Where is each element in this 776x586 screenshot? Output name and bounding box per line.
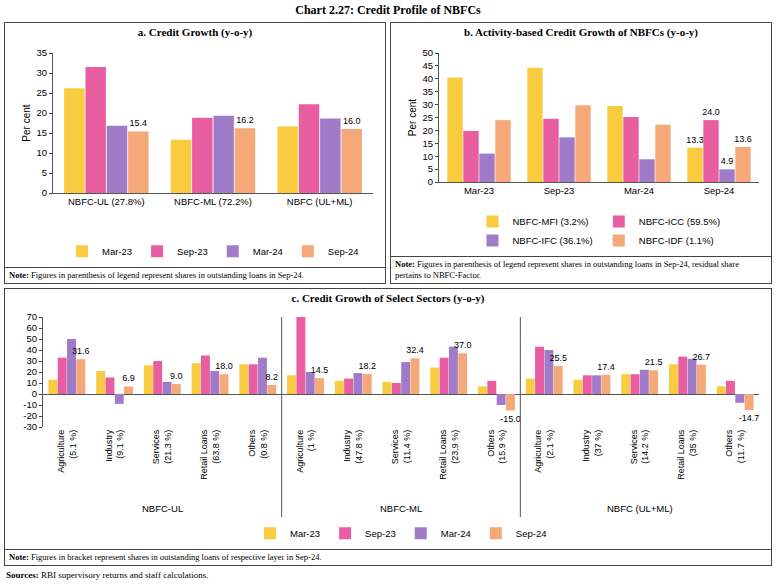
svg-text:NBFC-IFC (36.1%): NBFC-IFC (36.1%) [513, 235, 593, 246]
svg-text:0: 0 [42, 187, 47, 198]
svg-text:15.4: 15.4 [130, 118, 148, 128]
svg-text:0: 0 [428, 176, 433, 187]
svg-text:10: 10 [37, 147, 48, 158]
svg-text:15: 15 [37, 127, 48, 138]
svg-text:50: 50 [27, 333, 38, 344]
svg-text:25: 25 [37, 87, 48, 98]
svg-text:Sep-23: Sep-23 [177, 246, 208, 257]
svg-text:Industry(47.8 %): Industry(47.8 %) [342, 429, 364, 464]
svg-text:Sep-24: Sep-24 [328, 246, 359, 257]
svg-text:26.7: 26.7 [693, 352, 711, 362]
svg-text:Agriculture(5.1 %): Agriculture(5.1 %) [56, 430, 78, 473]
svg-text:21.5: 21.5 [645, 357, 663, 367]
html-text:a. Credit Growth (y-o-y): a. Credit Growth (y-o-y) [137, 26, 253, 38]
svg-text:Services(21.3 %): Services(21.3 %) [151, 429, 173, 464]
html-text:b. Activity-based Credit Growt: b. Activity-based Credit Growth of NBFCs… [464, 26, 698, 38]
svg-text:40: 40 [27, 344, 38, 355]
svg-text:Retail Loans(23.9 %): Retail Loans(23.9 %) [438, 429, 460, 480]
svg-text:6.9: 6.9 [122, 373, 135, 383]
svg-text:Retail Loans(63.8 %): Retail Loans(63.8 %) [199, 429, 221, 480]
svg-text:Sep-24: Sep-24 [516, 528, 547, 539]
svg-text:Agriculture(1 %): Agriculture(1 %) [295, 430, 317, 473]
svg-text:Mar-24: Mar-24 [624, 185, 654, 196]
svg-text:25: 25 [423, 112, 434, 123]
svg-text:Others(0.8 %): Others(0.8 %) [247, 429, 269, 459]
svg-text:45: 45 [423, 60, 434, 71]
svg-text:60: 60 [27, 322, 38, 333]
svg-text:10: 10 [27, 377, 38, 388]
svg-text:NBFC (UL+ML): NBFC (UL+ML) [287, 196, 353, 207]
svg-text:32.4: 32.4 [406, 345, 424, 355]
svg-text:NBFC-MFI (3.2%): NBFC-MFI (3.2%) [513, 216, 589, 227]
html-text:Note: Figures in parenthesis o: Note: Figures in parenthesis of legend r… [395, 259, 739, 280]
svg-text:-15.0: -15.0 [500, 414, 521, 424]
svg-text:0: 0 [32, 388, 37, 399]
svg-text:NBFC-UL (27.8%): NBFC-UL (27.8%) [68, 196, 145, 207]
svg-text:16.2: 16.2 [236, 115, 254, 125]
svg-text:30: 30 [423, 99, 434, 110]
svg-text:15: 15 [423, 138, 434, 149]
svg-text:50: 50 [423, 47, 434, 58]
svg-text:Industry(37 %): Industry(37 %) [581, 429, 603, 462]
svg-text:Retail Loans(35 %): Retail Loans(35 %) [676, 429, 698, 480]
svg-text:4.9: 4.9 [721, 156, 734, 166]
svg-text:NBFC-UL: NBFC-UL [142, 503, 183, 514]
svg-text:18.2: 18.2 [358, 361, 376, 371]
svg-text:Mar-24: Mar-24 [253, 246, 283, 257]
html-text:Note: Figures in parenthesis o: Note: Figures in parenthesis of legend r… [9, 270, 304, 280]
svg-text:8.2: 8.2 [266, 372, 279, 382]
svg-text:Others(15.9 %): Others(15.9 %) [486, 429, 508, 464]
svg-text:Services(11.4 %): Services(11.4 %) [390, 429, 412, 464]
svg-text:-30: -30 [23, 421, 37, 432]
svg-text:Per cent: Per cent [407, 99, 418, 136]
svg-text:35: 35 [423, 86, 434, 97]
svg-text:35: 35 [37, 47, 48, 58]
svg-text:NBFC-ICC (59.5%): NBFC-ICC (59.5%) [639, 216, 720, 227]
svg-text:13.6: 13.6 [734, 134, 752, 144]
svg-text:17.4: 17.4 [597, 362, 615, 372]
svg-text:NBFC (UL+ML): NBFC (UL+ML) [607, 503, 673, 514]
svg-text:18.0: 18.0 [215, 361, 233, 371]
svg-text:5: 5 [42, 167, 47, 178]
svg-text:20: 20 [27, 366, 38, 377]
svg-text:40: 40 [423, 73, 434, 84]
svg-text:5: 5 [428, 163, 433, 174]
svg-text:70: 70 [27, 311, 38, 322]
svg-text:9.0: 9.0 [170, 371, 183, 381]
svg-text:13.3: 13.3 [686, 135, 704, 145]
svg-text:Sep-23: Sep-23 [544, 185, 575, 196]
svg-text:NBFC-ML (72.2%): NBFC-ML (72.2%) [174, 196, 252, 207]
svg-text:Mar-23: Mar-23 [464, 185, 494, 196]
svg-text:Industry(9.1 %): Industry(9.1 %) [104, 429, 126, 462]
svg-text:-20: -20 [23, 410, 37, 421]
svg-text:Mar-24: Mar-24 [441, 528, 471, 539]
svg-text:31.6: 31.6 [72, 346, 90, 356]
svg-text:Sep-23: Sep-23 [365, 528, 396, 539]
svg-text:Agriculture(2.1 %): Agriculture(2.1 %) [533, 430, 555, 473]
svg-text:-10: -10 [23, 399, 37, 410]
svg-text:NBFC-ML: NBFC-ML [380, 503, 422, 514]
svg-text:14.5: 14.5 [311, 365, 329, 375]
svg-text:25.5: 25.5 [549, 353, 567, 363]
html-text:Chart 2.27: Credit Profile of: Chart 2.27: Credit Profile of NBFCs [295, 3, 481, 17]
svg-text:Services(14.2 %): Services(14.2 %) [629, 429, 651, 464]
svg-text:20: 20 [37, 107, 48, 118]
svg-text:Per cent: Per cent [21, 104, 32, 141]
svg-text:24.0: 24.0 [702, 107, 720, 117]
svg-text:NBFC-IDF (1.1%): NBFC-IDF (1.1%) [639, 235, 714, 246]
svg-text:Mar-23: Mar-23 [102, 246, 132, 257]
svg-text:Sep-24: Sep-24 [704, 185, 735, 196]
svg-text:10: 10 [423, 151, 434, 162]
html-text:Sources: RBI supervisory retur: Sources: RBI supervisory returns and sta… [6, 570, 209, 580]
html-text:c. Credit Growth of Select Sec: c. Credit Growth of Select Sectors (y-o-… [291, 292, 485, 304]
svg-text:Others(11.7 %): Others(11.7 %) [724, 429, 746, 463]
svg-text:-14.7: -14.7 [739, 413, 760, 423]
svg-text:30: 30 [27, 355, 38, 366]
svg-text:16.0: 16.0 [343, 116, 361, 126]
svg-text:Mar-23: Mar-23 [290, 528, 320, 539]
html-text:Note: Figures in bracket repre: Note: Figures in bracket represent share… [9, 552, 322, 562]
svg-text:37.0: 37.0 [454, 340, 472, 350]
svg-text:30: 30 [37, 67, 48, 78]
svg-text:20: 20 [423, 125, 434, 136]
